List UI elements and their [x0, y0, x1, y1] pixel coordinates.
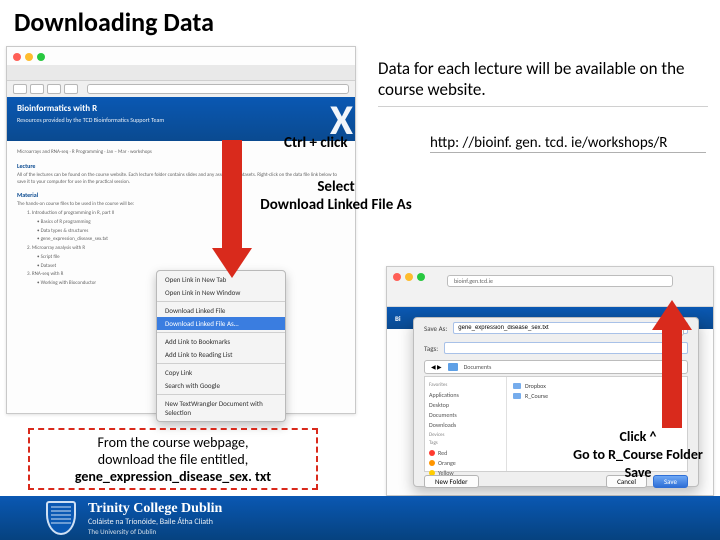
- sidebar-item[interactable]: Documents: [429, 410, 502, 420]
- window-traffic-lights: [393, 273, 425, 281]
- tab-bar: [7, 65, 355, 81]
- ctx-search[interactable]: Search with Google: [157, 379, 285, 392]
- folder-icon: [513, 393, 521, 399]
- window-traffic-lights: [13, 53, 45, 61]
- ctx-textwrangler[interactable]: New TextWrangler Document with Selection: [157, 397, 285, 419]
- callout-line: download the file entitled,: [98, 451, 249, 468]
- crest-icon: [46, 501, 76, 535]
- ctx-download[interactable]: Download Linked File: [157, 304, 285, 317]
- info-text: Data for each lecture will be available …: [378, 58, 708, 101]
- page-title: Bi: [395, 314, 401, 323]
- back-button[interactable]: [13, 84, 27, 94]
- address-bar[interactable]: [87, 84, 349, 94]
- sidebar: Favorites Applications Desktop Documents…: [425, 377, 507, 471]
- ctx-reading-list[interactable]: Add Link to Reading List: [157, 348, 285, 361]
- folder-icon: [513, 383, 521, 389]
- sidebar-item[interactable]: Downloads: [429, 420, 502, 430]
- tag-dot-icon: [429, 450, 435, 456]
- sidebar-heading-favorites: Favorites: [429, 382, 502, 388]
- minimize-icon: [405, 273, 413, 281]
- location-bar[interactable]: ◀ ▶ Documents: [424, 360, 688, 374]
- sidebar-heading-devices: Devices: [429, 432, 502, 438]
- home-button[interactable]: [64, 84, 78, 94]
- course-url: http: //bioinf. gen. tcd. ie/workshops/R: [430, 134, 667, 152]
- select-label: Select: [317, 178, 354, 196]
- ctrl-click-label: Ctrl + click: [284, 134, 348, 152]
- ctx-download-as[interactable]: Download Linked File As…: [157, 317, 285, 330]
- arrow-up-icon: [652, 300, 692, 430]
- callout-line: From the course webpage,: [97, 434, 248, 451]
- footer: Trinity College Dublin Coláiste na Tríon…: [0, 496, 720, 540]
- location-label: Documents: [464, 363, 492, 371]
- footer-subtitle: Coláiste na Tríonóide, Baile Átha Cliath: [88, 517, 222, 527]
- tag-dot-icon: [429, 460, 435, 466]
- ctx-copy-link[interactable]: Copy Link: [157, 366, 285, 379]
- divider: [430, 152, 706, 153]
- divider: [378, 106, 708, 107]
- ctx-separator: [157, 394, 285, 395]
- select-download-label: Select Download Linked File As: [236, 178, 436, 214]
- new-folder-button[interactable]: New Folder: [424, 475, 479, 488]
- page-title: Bioinformatics with R: [17, 103, 345, 114]
- ctx-separator: [157, 363, 285, 364]
- reload-button[interactable]: [47, 84, 61, 94]
- callout-filename: gene_expression_disease_sex. txt: [75, 468, 271, 485]
- browser-toolbar: [7, 81, 355, 97]
- address-bar[interactable]: bioinf.gen.tcd.ie: [447, 275, 673, 287]
- context-menu[interactable]: Open Link in New Tab Open Link in New Wi…: [156, 270, 286, 422]
- footer-text: Trinity College Dublin Coláiste na Tríon…: [88, 501, 222, 536]
- close-icon: [393, 273, 401, 281]
- ctx-open-window[interactable]: Open Link in New Window: [157, 286, 285, 299]
- footer-title: Trinity College Dublin: [88, 501, 222, 517]
- sidebar-tag[interactable]: Red: [429, 448, 502, 458]
- tags-label: Tags:: [424, 344, 438, 353]
- page-subtitle: Resources provided by the TCD Bioinforma…: [17, 116, 345, 124]
- slide-title: Downloading Data: [14, 6, 214, 38]
- close-icon: [13, 53, 21, 61]
- ctx-bookmark[interactable]: Add Link to Bookmarks: [157, 335, 285, 348]
- sidebar-heading-tags: Tags: [429, 440, 502, 446]
- download-as-label: Download Linked File As: [260, 196, 411, 214]
- footer-tagline: The University of Dublin: [88, 527, 222, 536]
- minimize-icon: [25, 53, 33, 61]
- sidebar-tag[interactable]: Orange: [429, 458, 502, 468]
- ctx-separator: [157, 332, 285, 333]
- section-lecture: Lecture: [17, 162, 345, 170]
- zoom-icon: [37, 53, 45, 61]
- folder-icon: [448, 363, 458, 371]
- sidebar-item[interactable]: Applications: [429, 390, 502, 400]
- zoom-icon: [417, 273, 425, 281]
- ctx-separator: [157, 301, 285, 302]
- sidebar-item[interactable]: Desktop: [429, 400, 502, 410]
- click-save-instructions: Click ^ Go to R_Course Folder Save: [558, 428, 718, 483]
- callout-box: From the course webpage, download the fi…: [28, 428, 318, 490]
- save-as-label: Save As:: [424, 324, 447, 333]
- forward-button[interactable]: [30, 84, 44, 94]
